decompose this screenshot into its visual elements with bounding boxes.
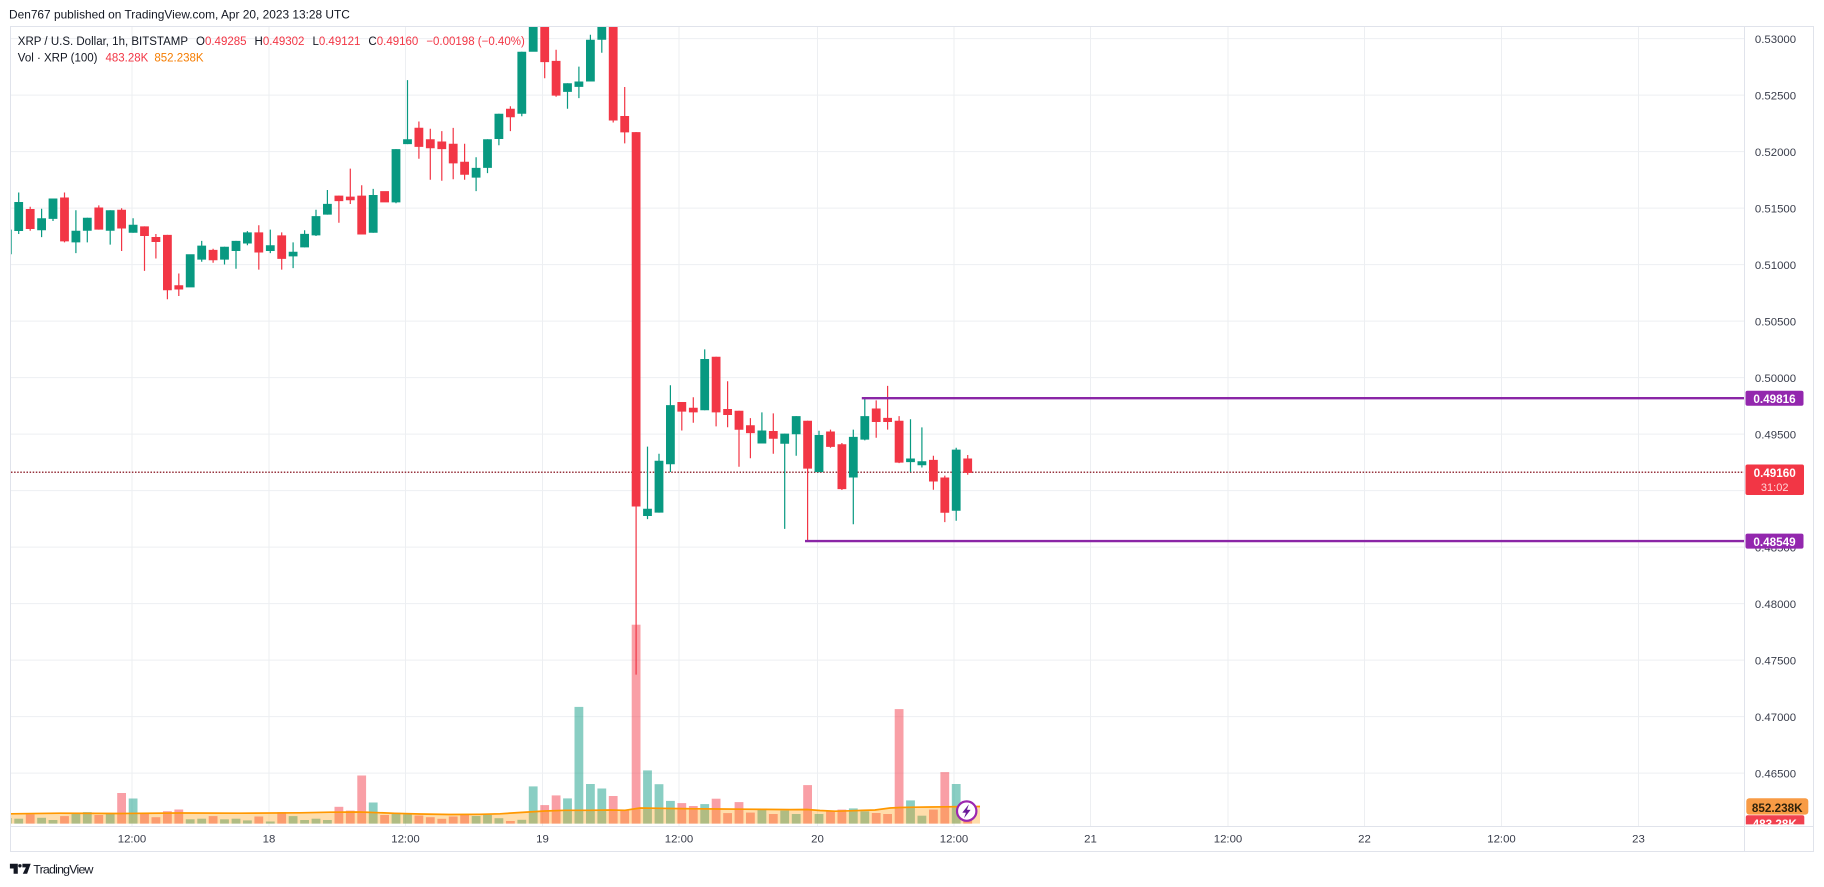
svg-text:XRP / U.S. Dollar, 1h, BITSTAM: XRP / U.S. Dollar, 1h, BITSTAMP O0.49285 H… [18,36,525,48]
svg-text:0.49500: 0.49500 [1755,429,1796,441]
svg-text:0.52500: 0.52500 [1755,90,1796,102]
svg-text:12:00: 12:00 [118,834,147,846]
svg-text:0.49160: 0.49160 [1754,467,1797,480]
svg-text:483.28K: 483.28K [1753,818,1798,831]
svg-text:0.50500: 0.50500 [1755,316,1796,328]
svg-text:0.51000: 0.51000 [1755,260,1796,272]
svg-text:31:02: 31:02 [1761,482,1789,494]
svg-text:19: 19 [536,834,549,846]
svg-text:0.47000: 0.47000 [1755,712,1796,724]
svg-text:Den767 published on TradingVie: Den767 published on TradingView.com, Apr… [9,8,350,22]
svg-text:0.52000: 0.52000 [1755,147,1796,159]
svg-text:18: 18 [263,834,276,846]
svg-text:21: 21 [1084,834,1097,846]
svg-text:12:00: 12:00 [665,834,694,846]
svg-text:0.48549: 0.48549 [1753,536,1796,549]
svg-text:0.46500: 0.46500 [1755,768,1796,780]
svg-text:12:00: 12:00 [1214,834,1243,846]
svg-text:0.47500: 0.47500 [1755,655,1796,667]
svg-text:TradingView: TradingView [33,862,93,876]
svg-text:852.238K: 852.238K [1752,802,1803,815]
svg-text:12:00: 12:00 [940,834,969,846]
svg-text:12:00: 12:00 [391,834,420,846]
svg-text:22: 22 [1358,834,1371,846]
svg-text:0.51500: 0.51500 [1755,203,1796,215]
svg-text:0.48000: 0.48000 [1755,599,1796,611]
svg-text:20: 20 [811,834,824,846]
svg-text:12:00: 12:00 [1487,834,1516,846]
svg-text:0.50000: 0.50000 [1755,373,1796,385]
svg-text:23: 23 [1632,834,1645,846]
svg-text:0.53000: 0.53000 [1755,34,1796,46]
svg-text:0.49816: 0.49816 [1753,393,1796,406]
